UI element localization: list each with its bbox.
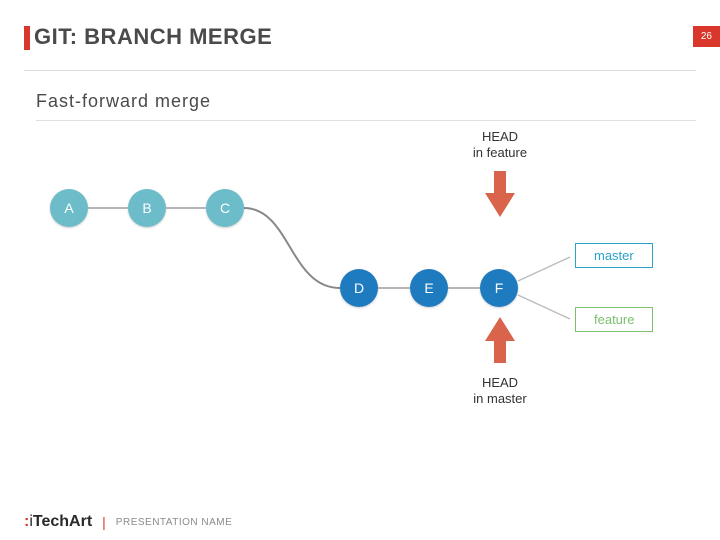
arrow-down-icon	[485, 171, 515, 222]
footer-separator: |	[102, 514, 106, 530]
commit-node-d: D	[340, 269, 378, 307]
edge-2	[378, 287, 410, 289]
branch-box-feature: feature	[575, 307, 653, 332]
page-number-badge: 26	[693, 26, 720, 47]
branch-line-feature	[518, 295, 570, 319]
curve-connector	[244, 208, 340, 288]
edge-1	[166, 207, 206, 209]
commit-node-e: E	[410, 269, 448, 307]
annotation-bottom: HEADin master	[450, 375, 550, 408]
annotation-top: HEADin feature	[450, 129, 550, 162]
edge-0	[88, 207, 128, 209]
commit-node-c: C	[206, 189, 244, 227]
title-accent-bar	[24, 26, 30, 50]
slide-title: GIT: BRANCH MERGE	[34, 24, 720, 50]
arrow-up-icon	[485, 317, 515, 368]
branch-box-master: master	[575, 243, 653, 268]
commit-node-a: A	[50, 189, 88, 227]
logo: :iTechArt	[24, 513, 92, 531]
subtitle: Fast-forward merge	[36, 91, 720, 112]
presentation-name: PRESENTATION NAME	[116, 517, 232, 528]
commit-node-b: B	[128, 189, 166, 227]
commit-node-f: F	[480, 269, 518, 307]
logo-text: TechArt	[33, 513, 92, 530]
edge-3	[448, 287, 480, 289]
git-diagram: A B C DEFmaster feature HEADin feature HEADin …	[0, 121, 720, 451]
slide-header: GIT: BRANCH MERGE 26	[0, 0, 720, 60]
header-divider	[24, 70, 696, 71]
slide-footer: :iTechArt | PRESENTATION NAME	[0, 504, 720, 540]
branch-line-master	[518, 257, 570, 281]
